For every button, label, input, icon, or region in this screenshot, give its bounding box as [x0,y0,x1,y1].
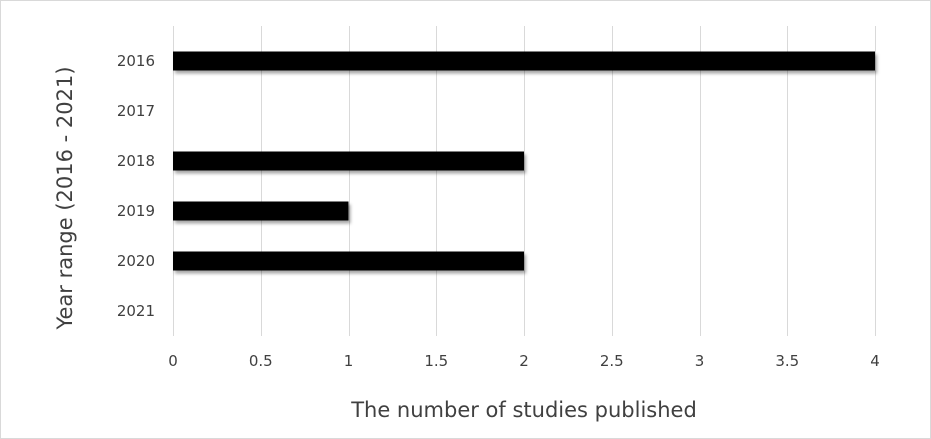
x-axis-tick-labels: 0 0.5 1 1.5 2 2.5 3 3.5 4 [168,352,880,370]
x-tick-label-1: 0.5 [249,352,273,370]
y-tick-label-2020: 2020 [117,252,155,270]
gridlines [173,26,876,336]
x-tick-label-4: 2 [519,352,529,370]
x-tick-label-3: 1.5 [424,352,448,370]
bars [173,51,875,271]
x-tick-label-7: 3.5 [775,352,799,370]
bar-2016 [173,51,875,71]
y-axis-tick-labels: 2016 2017 2018 2019 2020 2021 [117,52,155,320]
x-tick-label-2: 1 [344,352,354,370]
bar-2020 [173,251,524,271]
x-tick-label-0: 0 [168,352,178,370]
y-axis-title: Year range (2016 - 2021) [53,66,77,330]
x-tick-label-5: 2.5 [600,352,624,370]
bar-2019 [173,201,349,221]
y-tick-label-2021: 2021 [117,302,155,320]
x-tick-label-6: 3 [695,352,705,370]
y-tick-label-2018: 2018 [117,152,155,170]
bar-2018 [173,151,524,171]
y-tick-label-2016: 2016 [117,52,155,70]
x-axis-title: The number of studies published [350,398,697,422]
y-tick-label-2019: 2019 [117,202,155,220]
y-tick-label-2017: 2017 [117,102,155,120]
x-tick-label-8: 4 [870,352,880,370]
